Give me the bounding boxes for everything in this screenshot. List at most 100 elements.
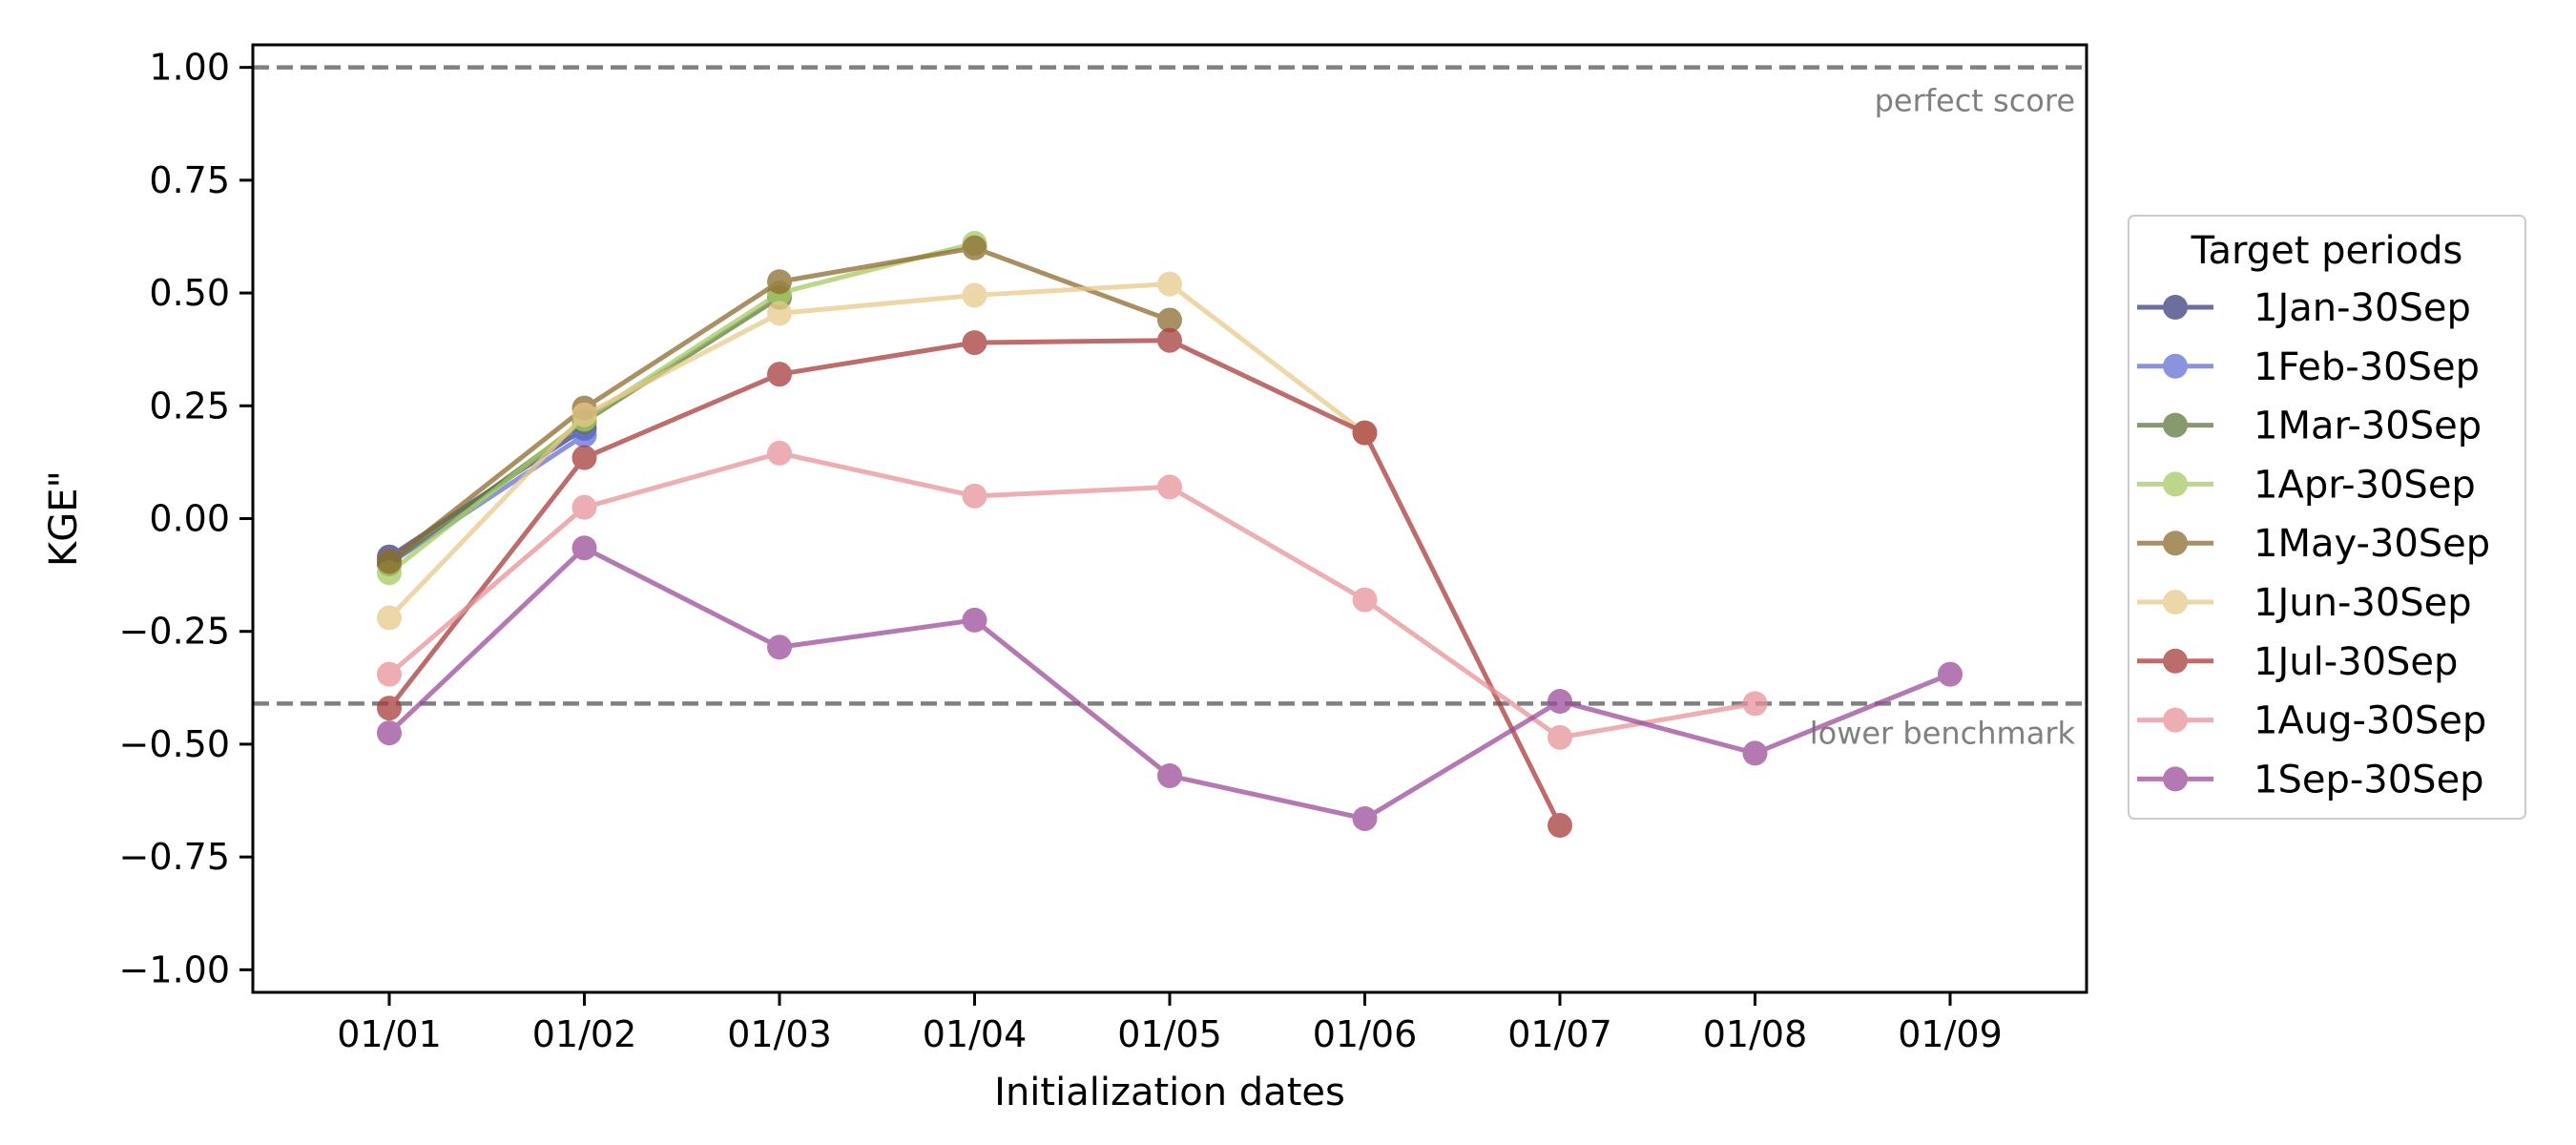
legend-label: 1Mar-30Sep (2254, 405, 2482, 448)
reference-lines: perfect score lower benchmark (253, 65, 2087, 751)
reference-line-label: perfect score (1875, 83, 2075, 119)
data-point (962, 607, 987, 633)
legend-marker (2163, 295, 2188, 320)
series-1Sep-30Sep (377, 535, 1963, 831)
data-point (962, 235, 987, 260)
data-point (962, 282, 987, 308)
x-tick-label: 01/06 (1313, 1013, 1418, 1055)
y-tick-label: −1.00 (119, 948, 230, 990)
legend-handle (2137, 353, 2213, 379)
data-point (377, 720, 402, 746)
x-tick-label: 01/03 (727, 1013, 832, 1055)
y-tick-label: −0.50 (119, 723, 230, 765)
legend-marker (2163, 531, 2188, 556)
y-tick-label: 0.50 (149, 272, 230, 314)
data-point (1352, 587, 1378, 613)
series-1May-30Sep (377, 235, 1182, 574)
reference-line-label: lower benchmark (1810, 715, 2076, 751)
series-1Feb-30Sep (377, 423, 597, 576)
data-point (377, 661, 402, 687)
data-series (377, 231, 1963, 839)
x-axis: 01/01 01/02 01/03 01/04 01/05 01/06 01/07 01/08… (337, 992, 2003, 1055)
data-point (1548, 724, 1572, 750)
data-point (767, 440, 792, 466)
legend-item: 1May-30Sep (2137, 522, 2490, 566)
legend-items: 1Jan-30Sep 1Feb-30Sep 1Mar-30Sep 1Apr-30Sep… (2137, 286, 2490, 802)
y-tick-label: −0.25 (119, 611, 230, 653)
data-point (1938, 661, 1963, 687)
legend-handle (2137, 412, 2213, 438)
x-axis-label: Initialization dates (994, 1071, 1345, 1114)
series-line (387, 240, 976, 575)
data-point (1157, 763, 1182, 789)
y-axis: −1.00 −0.75 −0.50 −0.25 0.00 0.25 0.50 0.75 1.00 (119, 47, 253, 990)
legend-label: 1Aug-30Sep (2254, 699, 2486, 743)
y-axis-label: KGE" (42, 470, 86, 567)
data-point (571, 445, 597, 470)
x-tick-label: 01/05 (1117, 1013, 1222, 1055)
legend-marker (2163, 648, 2188, 674)
y-tick-label: 0.00 (149, 498, 230, 540)
legend-handle (2137, 295, 2213, 320)
series-1Jul-30Sep (377, 327, 1572, 839)
legend-item: 1Mar-30Sep (2137, 405, 2482, 448)
series-line (387, 450, 1755, 740)
legend: Target periods 1Jan-30Sep 1Feb-30Sep 1Mar-… (2128, 215, 2526, 820)
legend-item: 1Jan-30Sep (2137, 286, 2471, 330)
legend-label: 1Apr-30Sep (2254, 463, 2476, 507)
data-point (571, 535, 597, 561)
data-point (962, 483, 987, 509)
legend-marker (2163, 766, 2188, 792)
legend-label: 1Jan-30Sep (2254, 286, 2471, 330)
series-line (387, 281, 1367, 620)
x-tick-label: 01/07 (1507, 1013, 1612, 1055)
data-point (767, 301, 792, 326)
legend-handle (2137, 590, 2213, 614)
legend-label: 1Jun-30Sep (2254, 581, 2472, 625)
data-point (571, 494, 597, 520)
y-tick-label: −0.75 (119, 836, 230, 878)
x-tick-label: 01/02 (532, 1013, 637, 1055)
data-point (962, 330, 987, 356)
legend-label: 1Jul-30Sep (2254, 640, 2458, 684)
series-1Apr-30Sep (377, 231, 987, 586)
legend-label: 1Sep-30Sep (2254, 758, 2484, 802)
data-point (1548, 813, 1572, 839)
data-point (1157, 327, 1182, 353)
data-point (377, 549, 402, 574)
legend-item: 1Sep-30Sep (2137, 758, 2484, 802)
series-line (387, 338, 1563, 827)
legend-item: 1Apr-30Sep (2137, 463, 2476, 507)
legend-item: 1Jun-30Sep (2137, 581, 2472, 625)
y-tick-label: 0.25 (149, 385, 230, 427)
legend-handle (2137, 707, 2213, 733)
legend-marker (2163, 412, 2188, 438)
data-point (767, 362, 792, 387)
legend-label: 1May-30Sep (2254, 522, 2490, 566)
legend-title: Target periods (2191, 229, 2463, 273)
legend-marker (2163, 707, 2188, 733)
data-point (1742, 740, 1768, 766)
data-point (1352, 420, 1378, 446)
data-point (571, 402, 597, 427)
legend-handle (2137, 648, 2213, 674)
series-1Aug-30Sep (377, 440, 1768, 750)
legend-item: 1Jul-30Sep (2137, 640, 2458, 684)
legend-handle (2137, 471, 2213, 497)
data-point (767, 269, 792, 295)
legend-marker (2163, 471, 2188, 497)
legend-item: 1Feb-30Sep (2137, 345, 2480, 389)
data-point (1157, 307, 1182, 333)
legend-box (2128, 215, 2526, 820)
legend-item: 1Aug-30Sep (2137, 699, 2486, 743)
legend-handle (2137, 766, 2213, 792)
x-tick-label: 01/04 (923, 1013, 1028, 1055)
data-point (1548, 689, 1572, 715)
data-point (1742, 691, 1768, 717)
y-tick-label: 0.75 (149, 159, 230, 201)
data-point (1352, 805, 1378, 831)
plot-frame (251, 43, 2088, 994)
data-point (377, 696, 402, 721)
x-tick-label: 01/09 (1898, 1013, 2003, 1055)
